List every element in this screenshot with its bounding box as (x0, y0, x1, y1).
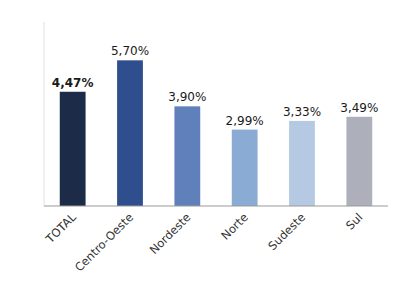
y-axis-line (44, 22, 45, 206)
data-label: 3,49% (340, 101, 378, 115)
bar (289, 121, 315, 206)
x-tick-label: Nordeste (147, 210, 194, 257)
chart-container: 4,47% 5,70% 3,90% 2,99% 3,33% 3,49% TOTALCentr… (0, 0, 400, 288)
bar (346, 117, 372, 206)
bar (117, 60, 143, 206)
data-label: 5,70% (111, 44, 149, 58)
bar (232, 130, 258, 206)
x-tick-label: Centro-Oeste (72, 210, 136, 274)
data-label: 2,99% (226, 114, 264, 128)
x-tick-label: Sul (343, 210, 365, 232)
x-axis-line (44, 206, 388, 207)
x-tick-label: TOTAL (42, 210, 79, 247)
data-label: 3,33% (283, 105, 321, 119)
x-tick-label: Sudeste (265, 210, 308, 253)
bar (60, 92, 86, 206)
x-tick-label: Norte (218, 210, 250, 242)
bar (174, 106, 200, 206)
chart: 4,47% 5,70% 3,90% 2,99% 3,33% 3,49% TOTALCentr… (0, 0, 400, 288)
data-label: 3,90% (168, 90, 206, 104)
data-label: 4,47% (52, 76, 94, 90)
bars (60, 60, 372, 206)
